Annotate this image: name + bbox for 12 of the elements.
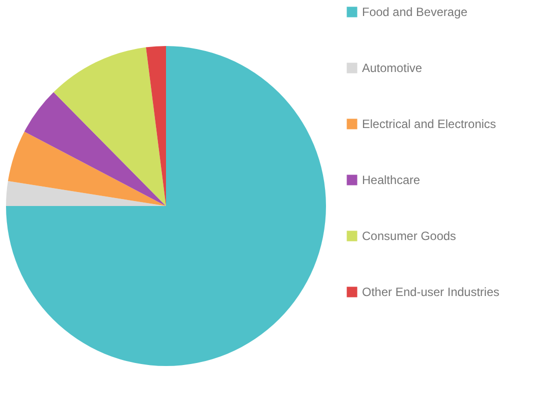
pie-slice: [54, 47, 166, 206]
pie-slice: [6, 46, 326, 366]
pie-slice: [24, 92, 166, 206]
pie-slice: [8, 132, 166, 206]
legend-label: Automotive: [362, 61, 422, 75]
pie-slice: [6, 180, 166, 206]
legend-label: Healthcare: [362, 173, 420, 187]
pie-slice: [146, 46, 166, 206]
legend-label: Other End-user Industries: [362, 285, 500, 299]
legend-label: Electrical and Electronics: [362, 117, 496, 131]
legend-label: Consumer Goods: [362, 229, 456, 243]
legend-label: Food and Beverage: [362, 5, 468, 19]
